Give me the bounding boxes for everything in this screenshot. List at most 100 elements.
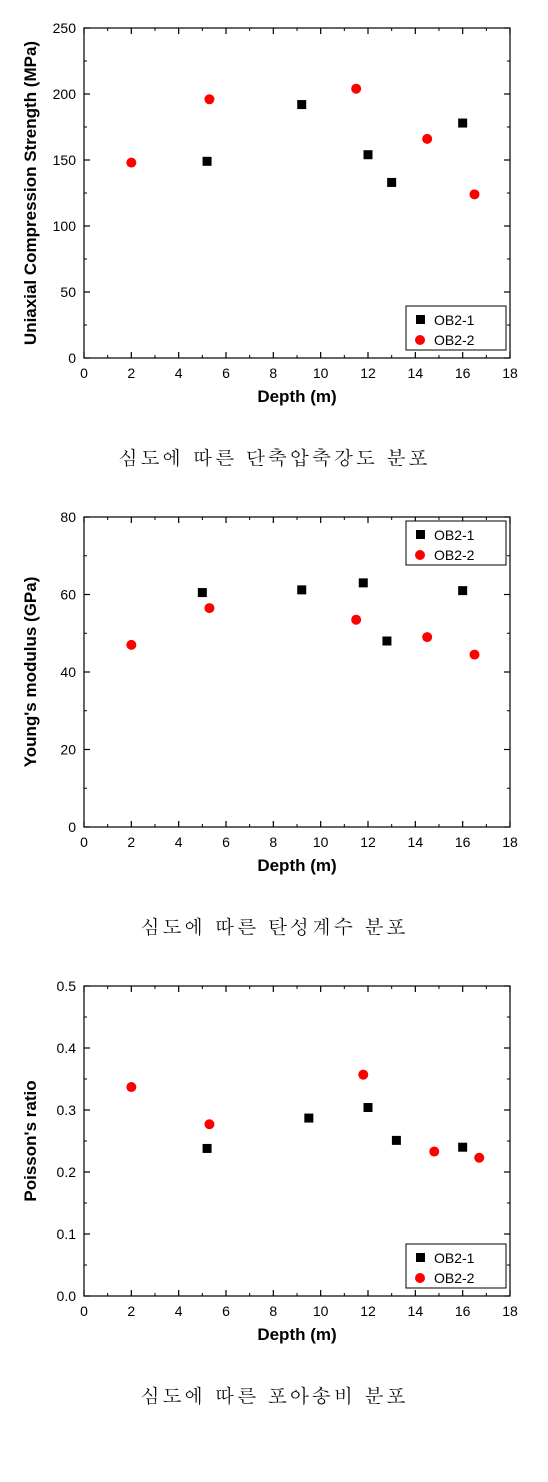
xtick-label: 2: [127, 834, 135, 850]
data-point: [351, 615, 361, 625]
data-point: [198, 588, 207, 597]
xtick-label: 4: [175, 365, 183, 381]
legend-label: OB2-2: [434, 332, 475, 348]
data-point: [204, 1119, 214, 1129]
xtick-label: 8: [269, 1303, 277, 1319]
legend-label: OB2-1: [434, 527, 475, 543]
xtick-label: 14: [408, 365, 424, 381]
y-axis-label: Poisson's ratio: [21, 1080, 40, 1201]
data-point: [364, 1103, 373, 1112]
xtick-label: 6: [222, 365, 230, 381]
xtick-label: 0: [80, 834, 88, 850]
chart-svg: 0 2 4 6 8 10 12 14 16 18 0 50 100 150 200 250 Depth (m) U…: [10, 10, 538, 430]
xtick-label: 4: [175, 834, 183, 850]
xtick-label: 0: [80, 1303, 88, 1319]
xtick-label: 18: [502, 834, 518, 850]
xtick-label: 2: [127, 365, 135, 381]
data-point: [359, 578, 368, 587]
xtick-label: 0: [80, 365, 88, 381]
data-point: [382, 637, 391, 646]
data-point: [422, 134, 432, 144]
data-point: [458, 586, 467, 595]
ytick-label: 80: [60, 509, 76, 525]
data-point: [470, 650, 480, 660]
chart-caption: 심도에 따른 탄성계수 분포: [10, 911, 538, 940]
data-point: [351, 84, 361, 94]
xtick-label: 18: [502, 365, 518, 381]
ytick-label: 0.4: [57, 1040, 77, 1056]
chart-svg: 0 2 4 6 8 10 12 14 16 18 0 20 40 60 80 Depth (m) Young's…: [10, 499, 538, 899]
chart-caption: 심도에 따른 포아송비 분포: [10, 1380, 538, 1409]
ytick-label: 0.3: [57, 1102, 77, 1118]
xtick-label: 8: [269, 365, 277, 381]
xtick-label: 12: [360, 365, 376, 381]
xtick-label: 10: [313, 365, 329, 381]
legend-label: OB2-1: [434, 312, 475, 328]
chart-1: 0 2 4 6 8 10 12 14 16 18 0 20 40 60 80 Depth (m) Young's…: [10, 499, 538, 940]
data-point: [392, 1136, 401, 1145]
chart-2: 0 2 4 6 8 10 12 14 16 18 0.0 0.1 0.2 0.3 0.4 0.5 Depth (…: [10, 968, 538, 1409]
xtick-label: 12: [360, 1303, 376, 1319]
data-point: [126, 640, 136, 650]
xtick-label: 4: [175, 1303, 183, 1319]
ytick-label: 60: [60, 587, 76, 603]
x-axis-label: Depth (m): [257, 387, 336, 406]
data-point: [364, 150, 373, 159]
data-point: [304, 1114, 313, 1123]
legend: OB2-1 OB2-2: [406, 306, 506, 350]
xtick-label: 14: [408, 834, 424, 850]
data-point: [203, 157, 212, 166]
xtick-label: 16: [455, 834, 471, 850]
legend-label: OB2-1: [434, 1250, 475, 1266]
data-point: [474, 1153, 484, 1163]
data-point: [297, 100, 306, 109]
chart-0: 0 2 4 6 8 10 12 14 16 18 0 50 100 150 200 250 Depth (m) U…: [10, 10, 538, 471]
data-point: [126, 1082, 136, 1092]
x-axis-label: Depth (m): [257, 1325, 336, 1344]
xtick-label: 16: [455, 1303, 471, 1319]
data-point: [203, 1144, 212, 1153]
ytick-label: 50: [60, 284, 76, 300]
legend: OB2-1 OB2-2: [406, 1244, 506, 1288]
data-point: [387, 178, 396, 187]
data-point: [126, 158, 136, 168]
data-point: [204, 94, 214, 104]
xtick-label: 16: [455, 365, 471, 381]
data-point: [422, 632, 432, 642]
xtick-label: 6: [222, 834, 230, 850]
ytick-label: 0.2: [57, 1164, 77, 1180]
y-axis-label: Young's modulus (GPa): [21, 577, 40, 768]
y-axis-label: Uniaxial Compression Strength (MPa): [21, 41, 40, 345]
ytick-label: 100: [53, 218, 77, 234]
data-point: [470, 189, 480, 199]
ytick-label: 250: [53, 20, 77, 36]
xtick-label: 14: [408, 1303, 424, 1319]
ytick-label: 150: [53, 152, 77, 168]
xtick-label: 12: [360, 834, 376, 850]
xtick-label: 6: [222, 1303, 230, 1319]
ytick-label: 200: [53, 86, 77, 102]
legend-label: OB2-2: [434, 1270, 475, 1286]
data-point: [297, 585, 306, 594]
ytick-label: 0: [68, 350, 76, 366]
ytick-label: 0: [68, 819, 76, 835]
data-point: [458, 119, 467, 128]
chart-caption: 심도에 따른 단축압축강도 분포: [10, 442, 538, 471]
ytick-label: 0.1: [57, 1226, 77, 1242]
data-point: [458, 1143, 467, 1152]
ytick-label: 20: [60, 742, 76, 758]
legend: OB2-1OB2-2: [406, 521, 506, 565]
xtick-label: 10: [313, 834, 329, 850]
data-point: [429, 1147, 439, 1157]
data-point: [358, 1070, 368, 1080]
xtick-label: 2: [127, 1303, 135, 1319]
xtick-label: 8: [269, 834, 277, 850]
xtick-label: 18: [502, 1303, 518, 1319]
xtick-label: 10: [313, 1303, 329, 1319]
ytick-label: 0.0: [57, 1288, 77, 1304]
chart-svg: 0 2 4 6 8 10 12 14 16 18 0.0 0.1 0.2 0.3 0.4 0.5 Depth (…: [10, 968, 538, 1368]
ytick-label: 0.5: [57, 978, 77, 994]
data-point: [204, 603, 214, 613]
x-axis-label: Depth (m): [257, 856, 336, 875]
ytick-label: 40: [60, 664, 76, 680]
